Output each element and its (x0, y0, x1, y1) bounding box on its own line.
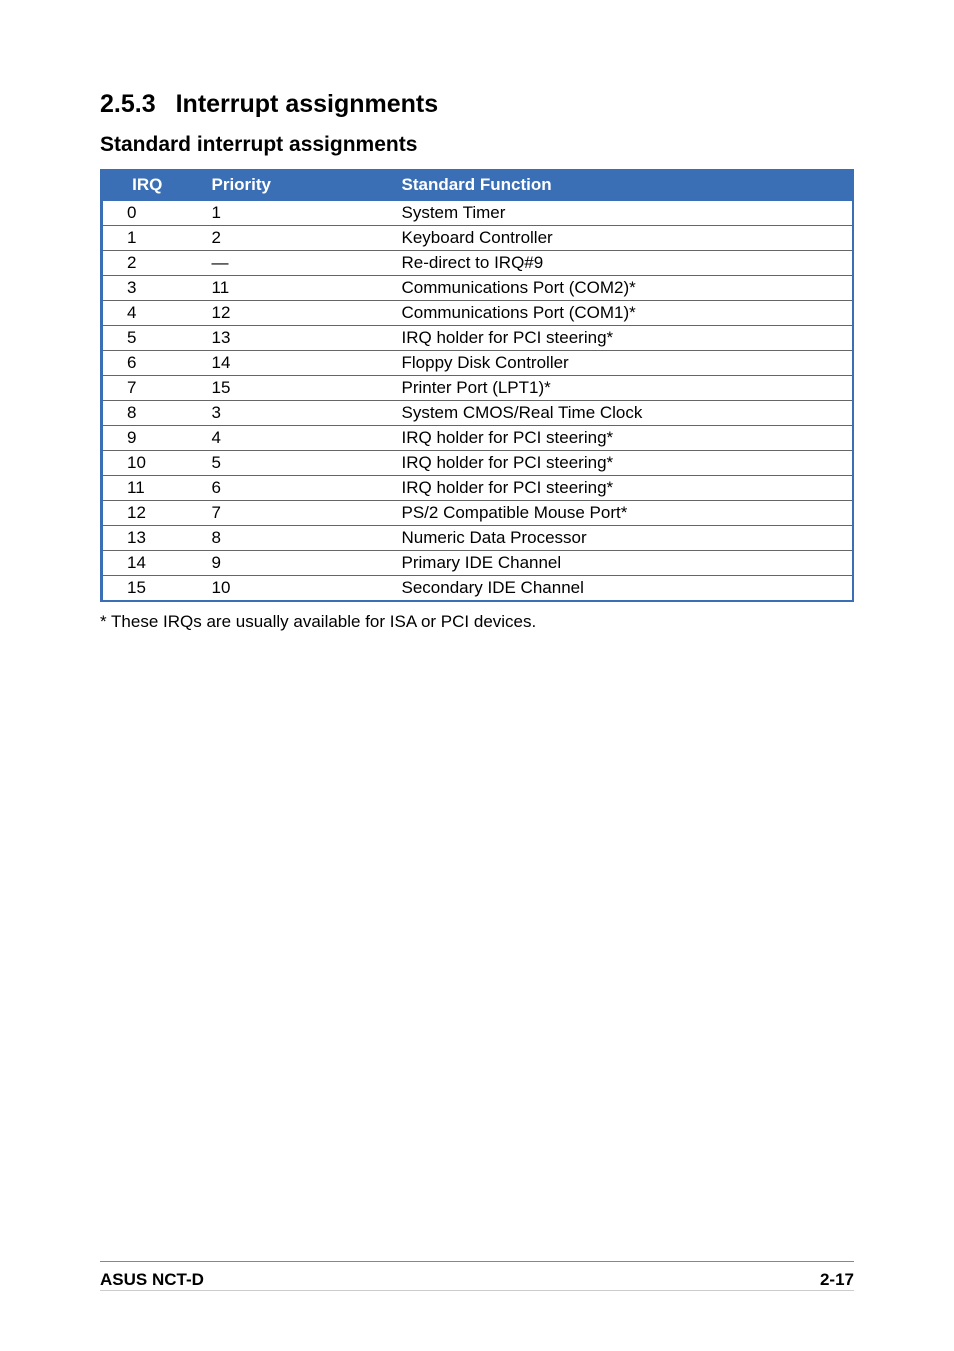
cell-function: Re-direct to IRQ#9 (372, 251, 854, 276)
table-row: 12Keyboard Controller (102, 226, 854, 251)
cell-irq: 9 (102, 426, 192, 451)
cell-priority: 6 (192, 476, 372, 501)
table-row: 01System Timer (102, 201, 854, 226)
cell-function: Communications Port (COM1)* (372, 301, 854, 326)
cell-irq: 11 (102, 476, 192, 501)
cell-priority: 12 (192, 301, 372, 326)
table-row: 127PS/2 Compatible Mouse Port* (102, 501, 854, 526)
cell-irq: 6 (102, 351, 192, 376)
section-title: Interrupt assignments (176, 90, 439, 118)
cell-priority: 13 (192, 326, 372, 351)
cell-priority: 7 (192, 501, 372, 526)
cell-irq: 1 (102, 226, 192, 251)
cell-irq: 4 (102, 301, 192, 326)
footnote: * These IRQs are usually available for I… (100, 612, 854, 632)
cell-irq: 12 (102, 501, 192, 526)
cell-priority: 11 (192, 276, 372, 301)
table-row: 1510Secondary IDE Channel (102, 576, 854, 602)
irq-table: IRQ Priority Standard Function 01System … (100, 169, 854, 602)
cell-function: PS/2 Compatible Mouse Port* (372, 501, 854, 526)
header-irq: IRQ (102, 169, 192, 201)
table-row: 94IRQ holder for PCI steering* (102, 426, 854, 451)
cell-priority: 5 (192, 451, 372, 476)
cell-function: Floppy Disk Controller (372, 351, 854, 376)
table-body: 01System Timer12Keyboard Controller2—Re-… (102, 201, 854, 601)
section-heading: 2.5.3 Interrupt assignments (100, 90, 854, 119)
cell-function: IRQ holder for PCI steering* (372, 451, 854, 476)
cell-priority: 1 (192, 201, 372, 226)
table-row: 138Numeric Data Processor (102, 526, 854, 551)
cell-function: IRQ holder for PCI steering* (372, 476, 854, 501)
subheading: Standard interrupt assignments (100, 133, 854, 157)
cell-function: Numeric Data Processor (372, 526, 854, 551)
table-row: 614Floppy Disk Controller (102, 351, 854, 376)
table-row: 83System CMOS/Real Time Clock (102, 401, 854, 426)
cell-function: System CMOS/Real Time Clock (372, 401, 854, 426)
table-header-row: IRQ Priority Standard Function (102, 169, 854, 201)
cell-priority: 4 (192, 426, 372, 451)
header-priority: Priority (192, 169, 372, 201)
footer-left: ASUS NCT-D (100, 1270, 204, 1290)
cell-function: Printer Port (LPT1)* (372, 376, 854, 401)
cell-function: Secondary IDE Channel (372, 576, 854, 602)
cell-function: System Timer (372, 201, 854, 226)
cell-function: Keyboard Controller (372, 226, 854, 251)
cell-priority: 14 (192, 351, 372, 376)
section-number: 2.5.3 (100, 90, 156, 118)
cell-irq: 5 (102, 326, 192, 351)
table-row: 311Communications Port (COM2)* (102, 276, 854, 301)
cell-priority: 10 (192, 576, 372, 602)
cell-irq: 7 (102, 376, 192, 401)
cell-irq: 13 (102, 526, 192, 551)
table-row: 105IRQ holder for PCI steering* (102, 451, 854, 476)
cell-irq: 14 (102, 551, 192, 576)
cell-function: Primary IDE Channel (372, 551, 854, 576)
cell-priority: — (192, 251, 372, 276)
cell-irq: 0 (102, 201, 192, 226)
cell-function: IRQ holder for PCI steering* (372, 326, 854, 351)
cell-priority: 8 (192, 526, 372, 551)
cell-irq: 15 (102, 576, 192, 602)
table-row: 513IRQ holder for PCI steering* (102, 326, 854, 351)
table-row: 149Primary IDE Channel (102, 551, 854, 576)
cell-irq: 2 (102, 251, 192, 276)
cell-function: IRQ holder for PCI steering* (372, 426, 854, 451)
cell-priority: 2 (192, 226, 372, 251)
cell-priority: 15 (192, 376, 372, 401)
table-row: 116IRQ holder for PCI steering* (102, 476, 854, 501)
footer-right: 2-17 (820, 1270, 854, 1290)
table-row: 715Printer Port (LPT1)* (102, 376, 854, 401)
cell-irq: 8 (102, 401, 192, 426)
table-row: 412Communications Port (COM1)* (102, 301, 854, 326)
cell-priority: 3 (192, 401, 372, 426)
cell-irq: 10 (102, 451, 192, 476)
table-row: 2—Re-direct to IRQ#9 (102, 251, 854, 276)
page-footer: ASUS NCT-D 2-17 (100, 1261, 854, 1291)
cell-priority: 9 (192, 551, 372, 576)
cell-irq: 3 (102, 276, 192, 301)
cell-function: Communications Port (COM2)* (372, 276, 854, 301)
header-function: Standard Function (372, 169, 854, 201)
